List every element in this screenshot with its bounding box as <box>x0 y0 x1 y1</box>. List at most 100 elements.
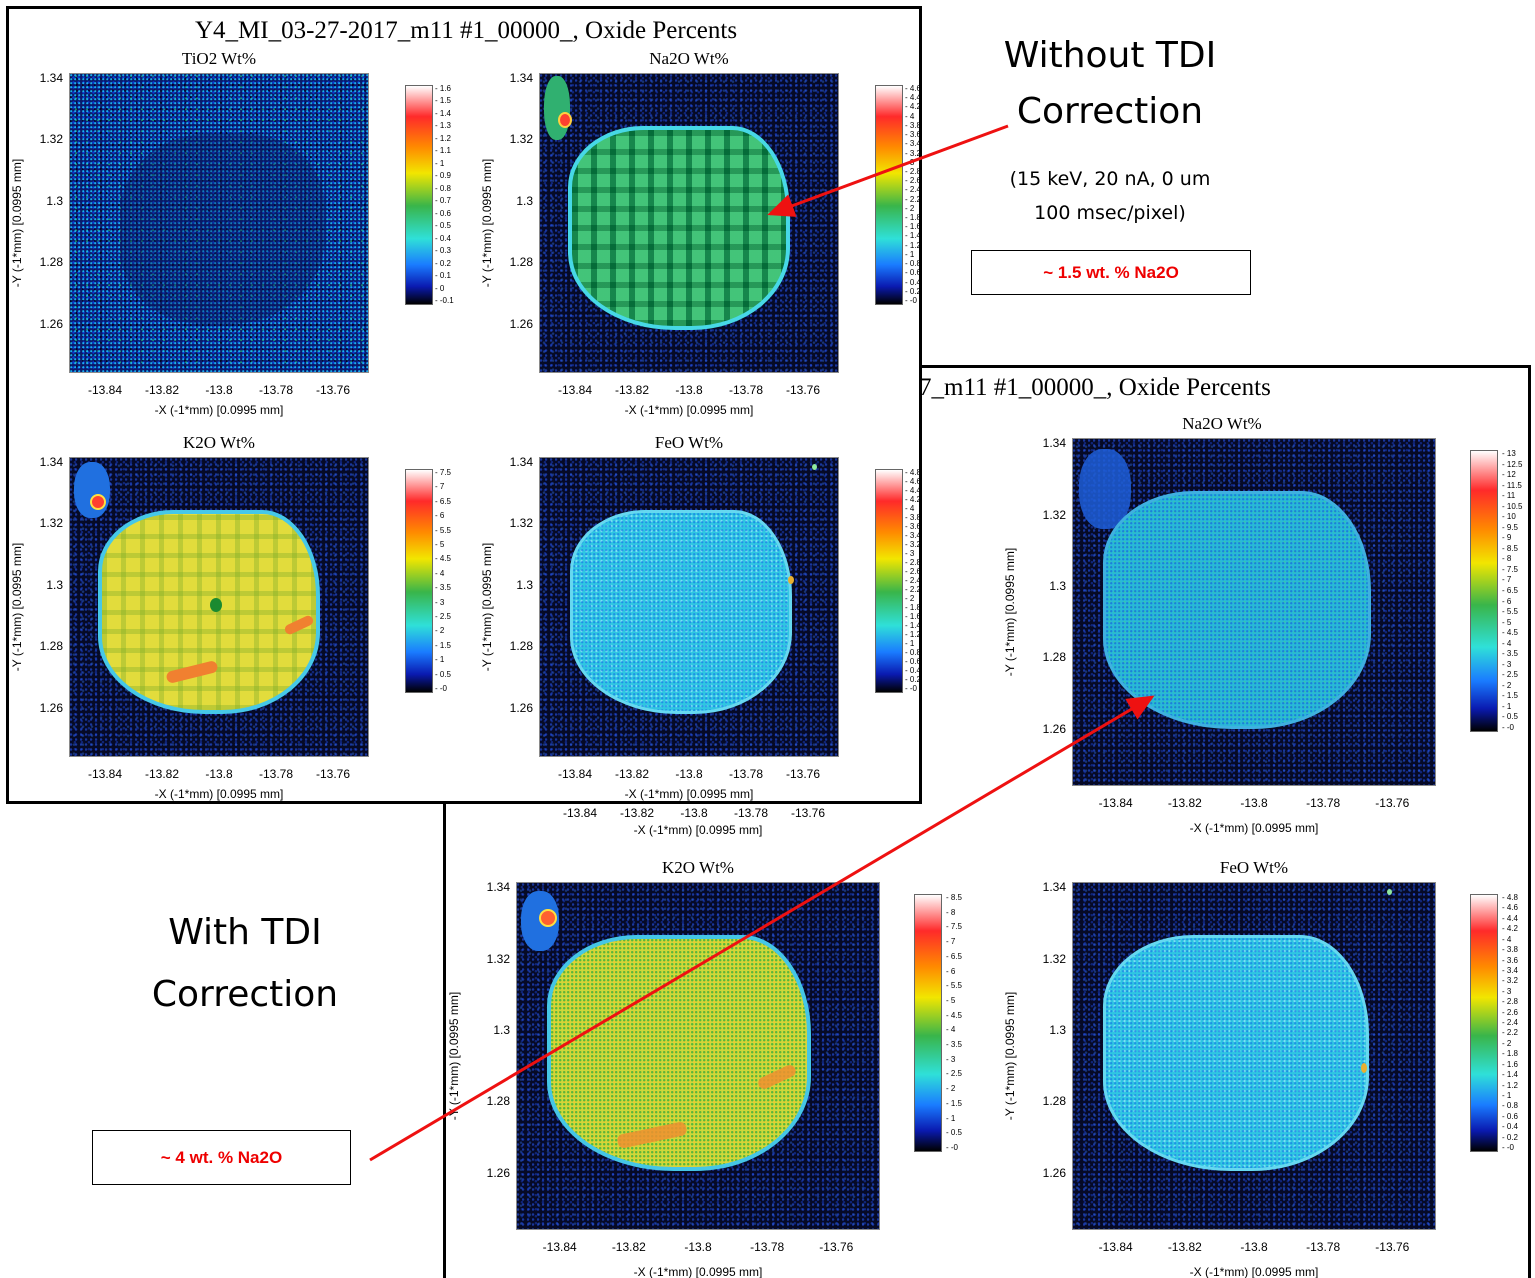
y-tick-label: 1.3 <box>516 577 533 592</box>
colorbar-tick-label: - 10 <box>1502 512 1516 522</box>
colorbar-tick-label: - -0 <box>905 684 917 693</box>
colorbar-tick-label: - 7 <box>1502 575 1512 585</box>
colorbar-tick-label: - 11.5 <box>1502 480 1522 490</box>
y-tick-label: 1.34 <box>509 454 533 469</box>
colorbar-ticks: - 8.5 - 8 - 7.5 - 7 - 6.5 - 6 - 5.5 - 5 - 4.5 - 4… <box>946 894 976 1152</box>
colorbar-tick-label: - 2 <box>905 203 915 213</box>
panel-title: Na2O Wt% <box>649 49 729 68</box>
colorbar-tick-label: - 4.5 <box>946 1010 963 1020</box>
colorbar-tick-label: - 4.8 <box>1502 893 1519 902</box>
hot-spot <box>1387 889 1392 895</box>
without-tdi-line2: Correction <box>1016 91 1204 132</box>
glass-inclusion <box>1103 491 1371 729</box>
y-tick-label: 1.32 <box>509 516 533 530</box>
arrow-to-na2o-without-tdi <box>767 124 1009 217</box>
colorbar-tick-label: - 4 <box>905 504 915 513</box>
without-tdi-figure-title: Y4_MI_03-27-2017_m11 #1_00000_, Oxide Pe… <box>195 17 738 44</box>
colorbar-tick-label: - 1.6 <box>435 84 452 93</box>
hot-spot <box>788 576 794 584</box>
colorbar-tick-label: - 6 <box>435 511 445 521</box>
colorbar-tick-label: - 2.6 <box>1502 1007 1519 1017</box>
x-tick-label: -13.82 <box>1167 1240 1202 1254</box>
colorbar-tick-label: - 8.5 <box>946 893 963 902</box>
colorbar-tick-label: - 1.1 <box>435 146 452 156</box>
colorbar-tick-label: - 4.4 <box>1502 913 1519 923</box>
colorbar-tick-label: - 5.5 <box>1502 607 1519 617</box>
colorbar-tick-label: - 4.8 <box>905 468 922 477</box>
y-tick-label: 1.32 <box>1042 951 1066 966</box>
colorbar-tick-label: - 7.5 <box>946 922 963 932</box>
y-tick-label: 1.3 <box>46 193 63 208</box>
colorbar-tick-label: - 2 <box>946 1084 956 1094</box>
colorbar-tick-label: - 2 <box>435 626 445 636</box>
without-tdi-label: Without TDI Correction <box>960 28 1260 140</box>
colorbar-tick-label: - 1.2 <box>905 240 922 250</box>
colorbar-tick-label: - 3.4 <box>905 139 922 149</box>
colorbar-tick-label: - 0.4 <box>905 277 922 287</box>
with-tdi-line2: Correction <box>151 974 339 1015</box>
colorbar-tick-label: - 6.5 <box>946 951 963 961</box>
colorbar-tick-label: - 1 <box>435 655 445 665</box>
colorbar-tick-label: - 3 <box>1502 659 1512 669</box>
x-tick-label: -13.76 <box>790 806 826 820</box>
x-tick-label: -13.82 <box>611 1240 646 1254</box>
colorbar-tick-label: - 3.8 <box>905 513 922 522</box>
colorbar-tick-label: - 5 <box>946 995 956 1005</box>
colorbar-tick-label: - -0.1 <box>435 296 454 305</box>
colorbar-tick-label: - 3 <box>435 597 445 607</box>
acquisition-conditions: (15 keV, 20 nA, 0 um 100 msec/pixel) <box>960 162 1260 230</box>
colorbar-tick-label: - 0.9 <box>435 171 452 181</box>
colorbar-tick-label: - 3.8 <box>905 120 922 130</box>
colorbar-tick-label: - 1.2 <box>905 630 922 639</box>
colorbar-tick-label: - 8.5 <box>1502 543 1519 553</box>
panel-title: FeO Wt% <box>654 433 724 452</box>
y-tick-label: 1.26 <box>1042 1165 1066 1180</box>
colorbar-tick-label: - 2.5 <box>1502 670 1519 680</box>
x-ticks: -13.84 -13.82 -13.8 -13.78 -13.76 <box>539 383 839 397</box>
colorbar-tick-label: - 2.6 <box>905 567 922 576</box>
inclusion-spot <box>544 76 570 140</box>
colorbar-tick-label: - 7 <box>435 482 445 492</box>
y-tick-label: 1.28 <box>39 255 63 269</box>
with-tdi-label: With TDI Correction <box>100 902 390 1026</box>
x-tick-label: -13.8 <box>675 767 703 781</box>
colorbar-tick-label: - -0 <box>946 1143 958 1152</box>
colorbar <box>914 894 942 1152</box>
y-tick-label: 1.26 <box>39 700 63 715</box>
k2o-map-without-tdi <box>69 457 369 757</box>
colorbar-tick-label: - 0.3 <box>435 246 452 256</box>
y-ticks: 1.34 1.32 1.3 1.28 1.26 <box>1026 880 1066 1230</box>
y-ticks: 1.34 1.32 1.3 1.28 1.26 <box>1026 436 1066 786</box>
colorbar-tick-label: - 9.5 <box>1502 522 1519 532</box>
colorbar-tick-label: - 1.6 <box>1502 1059 1519 1069</box>
colorbar-tick-label: - 2.5 <box>946 1069 963 1079</box>
y-tick-label: 1.34 <box>39 454 63 469</box>
x-tick-label: -13.82 <box>144 383 180 397</box>
colorbar-tick-label: - 4.4 <box>905 486 922 495</box>
colorbar-tick-label: - 3.5 <box>1502 649 1519 659</box>
colorbar-tick-label: - 7.5 <box>435 468 452 477</box>
colorbar-tick-label: - 3.5 <box>435 583 452 593</box>
colorbar-tick-label: - 4 <box>1502 638 1512 648</box>
colorbar-tick-label: - 11 <box>1502 491 1516 501</box>
colorbar-tick-label: - 2.8 <box>905 558 922 567</box>
x-axis-label-obscured-panel: -X (-1*mm) [0.0995 mm] <box>633 823 763 837</box>
x-tick-label: -13.84 <box>557 383 593 397</box>
x-axis-label: -X (-1*mm) [0.0995 mm] <box>154 403 284 417</box>
x-tick-label: -13.8 <box>680 806 708 820</box>
glass-inclusion <box>1103 935 1369 1171</box>
colorbar-tick-label: - 1 <box>435 158 445 168</box>
low-k-spot <box>210 598 222 612</box>
colorbar-tick-label: - 9 <box>1502 533 1512 543</box>
colorbar-tick-label: - 3.6 <box>1502 955 1519 965</box>
colorbar-ticks: - 7.5 - 7 - 6.5 - 6 - 5.5 - 5 - 4.5 - 4 - 3.5 - 3… <box>435 469 465 693</box>
colorbar-tick-label: - 5.5 <box>946 981 963 991</box>
colorbar-tick-label: - 0.4 <box>435 233 452 243</box>
colorbar <box>1470 450 1498 732</box>
y-tick-label: 1.26 <box>509 700 533 715</box>
colorbar-tick-label: - 2.2 <box>1502 1028 1519 1038</box>
panel-title: FeO Wt% <box>1219 858 1289 877</box>
colorbar-tick-label: - 4.6 <box>905 477 922 486</box>
hot-spot <box>539 909 557 927</box>
